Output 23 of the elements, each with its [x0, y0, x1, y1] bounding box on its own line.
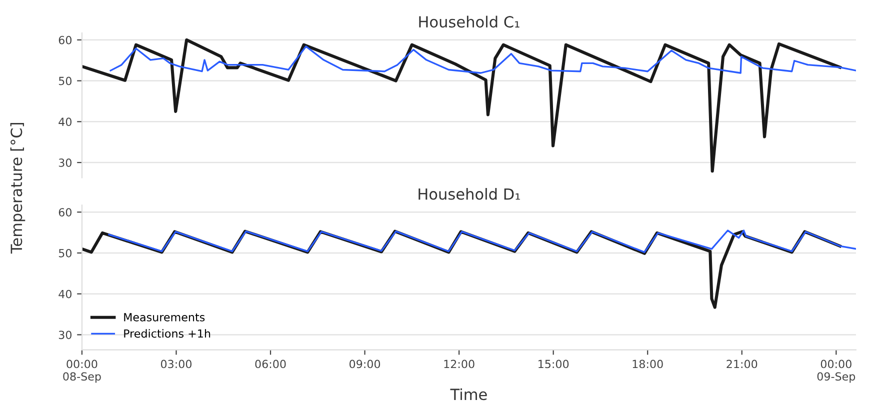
x-tick-label: 18:00	[632, 360, 663, 368]
x-tick-label: 00:00 08-Sep	[63, 360, 101, 383]
x-tick-label: 09:00	[350, 360, 380, 368]
x-tick-label: 12:00	[444, 360, 474, 368]
y-axis-title: Temperature [°C]	[10, 123, 26, 254]
x-tick-label: 00:00 09-Sep	[817, 360, 856, 383]
y-tick-label: 40	[58, 118, 72, 126]
x-tick-label: 21:00	[726, 360, 758, 368]
y-tick-label: 30	[58, 158, 72, 167]
y-tick-label: 60	[58, 36, 72, 44]
y-tick-label: 40	[58, 290, 72, 298]
y-tick-label: 50	[58, 76, 72, 86]
x-tick-label: 03:00	[160, 360, 192, 368]
y-tick-label: 50	[58, 248, 72, 258]
x-tick-label: 15:00	[538, 360, 569, 368]
x-tick-label: 06:00	[255, 360, 286, 368]
x-axis-title: Time	[450, 388, 487, 400]
chart-title: Household D₁	[418, 188, 520, 200]
legend-label: Measurements	[124, 313, 205, 322]
chart-title: Household C₁	[419, 16, 520, 28]
legend-label: Predictions +1h	[124, 329, 210, 338]
y-tick-label: 30	[58, 330, 72, 340]
y-tick-label: 60	[58, 208, 72, 216]
